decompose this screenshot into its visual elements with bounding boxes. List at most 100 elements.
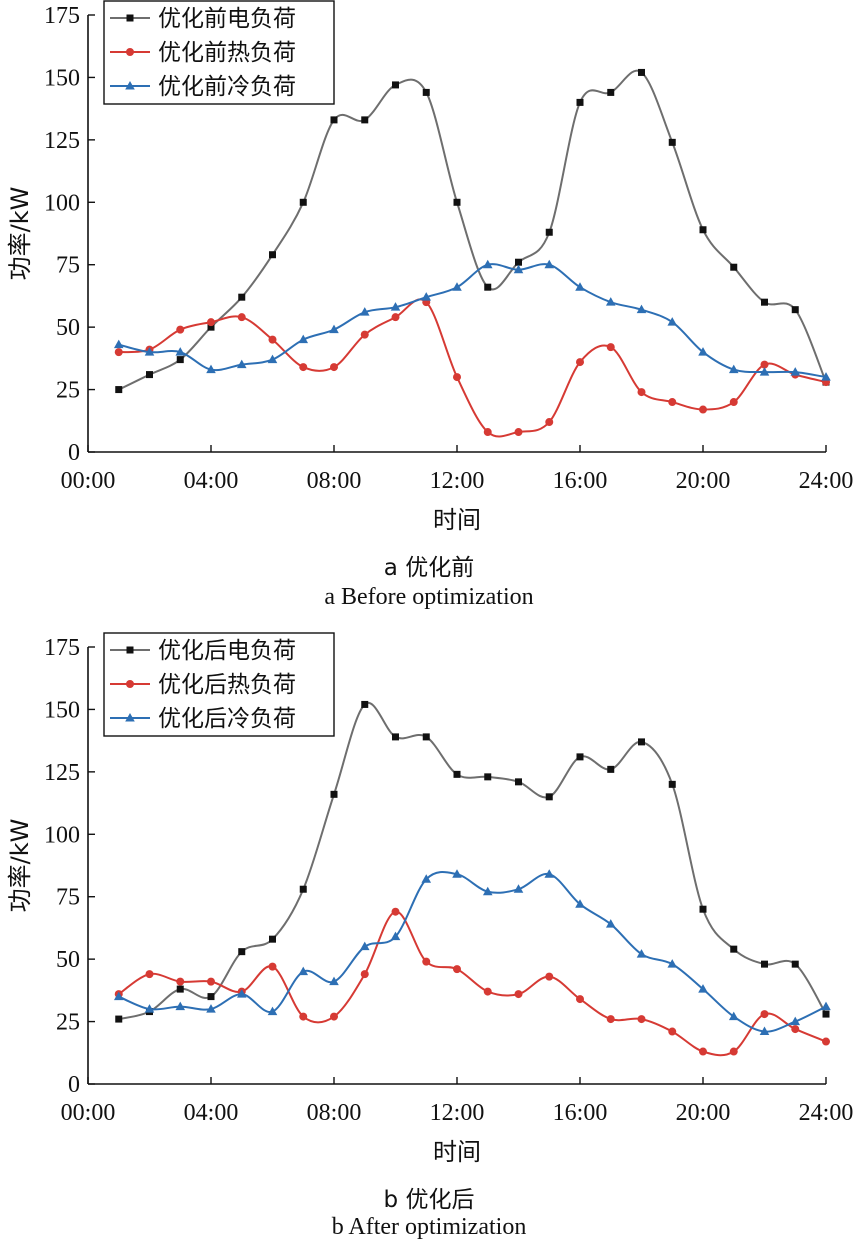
x-tick-label: 08:00	[307, 1100, 362, 1126]
chart-before: 0 25 50 75 100 125 150 175 00:00 04:00 08:00 12:00 1…	[6, 0, 854, 534]
data-point	[760, 360, 769, 369]
data-point	[113, 339, 124, 349]
data-point	[329, 976, 339, 986]
data-point	[298, 334, 309, 344]
data-point	[607, 765, 615, 773]
data-point	[761, 960, 768, 968]
data-point	[822, 1010, 830, 1018]
data-point	[144, 347, 155, 356]
data-point	[269, 935, 276, 943]
data-point	[638, 738, 645, 746]
data-point	[791, 960, 799, 968]
data-point	[269, 251, 276, 259]
data-point	[483, 987, 492, 996]
y-tick-label: 150	[44, 697, 80, 723]
data-point	[390, 931, 401, 941]
data-point	[330, 1012, 338, 1021]
data-point	[359, 941, 370, 951]
legend-label: 优化前热负荷	[158, 40, 296, 66]
legend-label: 优化后电负荷	[158, 638, 296, 664]
data-point	[113, 991, 124, 1001]
series-before-1	[115, 68, 830, 394]
legend-label: 优化后热负荷	[158, 672, 296, 698]
chart-panel-after: 0 25 50 75 100 125 150 175 00:00 04:00 08:00 12:00 1…	[0, 632, 858, 1249]
data-point	[330, 790, 338, 798]
data-point	[453, 373, 461, 382]
y-tick-label: 125	[44, 128, 80, 154]
data-point	[115, 1015, 123, 1023]
chart-panel-before: 0 25 50 75 100 125 150 175 00:00 04:00 08:00 12:00 1…	[0, 0, 858, 620]
data-point	[790, 367, 801, 376]
data-point	[668, 138, 676, 146]
caption-cn-before: a 优化前	[383, 555, 475, 581]
y-axis-title: 功率/kW	[6, 187, 34, 281]
data-point	[790, 1016, 801, 1026]
data-point	[730, 945, 738, 953]
x-tick-label: 00:00	[61, 468, 116, 494]
x-tick-label: 24:00	[799, 468, 854, 494]
legend-marker	[126, 14, 134, 22]
data-point	[267, 1006, 278, 1016]
series-line	[118, 871, 827, 1033]
y-tick-label: 125	[44, 760, 80, 786]
x-tick-label: 00:00	[61, 1100, 116, 1126]
x-tick-label: 20:00	[676, 468, 731, 494]
data-point	[298, 966, 309, 976]
data-point	[207, 977, 215, 986]
data-point	[360, 330, 369, 339]
data-point	[545, 418, 554, 427]
legend-label: 优化前冷负荷	[158, 74, 296, 100]
legend-marker	[125, 713, 135, 722]
data-point	[299, 1012, 308, 1021]
data-point	[452, 282, 462, 291]
data-point	[821, 1001, 831, 1011]
series-line	[118, 910, 827, 1057]
data-point	[299, 198, 307, 206]
data-point	[728, 364, 739, 374]
y-tick-label: 100	[44, 190, 80, 216]
series-after-3	[113, 869, 831, 1036]
data-point	[421, 292, 432, 301]
x-tick-label: 12:00	[430, 1100, 485, 1126]
data-point	[698, 984, 708, 993]
data-point	[636, 304, 647, 314]
caption-en-before: a Before optimization	[324, 584, 534, 610]
y-tick-label: 25	[56, 378, 80, 404]
data-point	[482, 259, 493, 269]
series-before-2	[114, 298, 830, 438]
data-point	[330, 363, 338, 372]
data-point	[607, 88, 615, 96]
data-point	[545, 972, 554, 981]
data-point	[207, 318, 215, 327]
data-point	[359, 307, 370, 316]
data-point	[576, 753, 584, 761]
data-point	[206, 1004, 216, 1013]
x-tick-label: 04:00	[184, 1100, 239, 1126]
data-point	[576, 995, 584, 1004]
data-point	[299, 885, 307, 893]
data-point	[421, 874, 432, 883]
data-point	[575, 899, 585, 908]
data-point	[452, 869, 462, 878]
data-point	[238, 293, 246, 301]
data-point	[729, 398, 738, 407]
data-point	[515, 258, 522, 266]
data-point	[730, 263, 738, 271]
data-point	[606, 1015, 615, 1024]
y-tick-label: 0	[68, 1072, 80, 1098]
series-line	[118, 701, 827, 1021]
x-tick-label: 24:00	[799, 1100, 854, 1126]
data-point	[821, 372, 831, 381]
y-tick-label: 150	[44, 65, 80, 91]
data-point	[545, 793, 553, 801]
data-point	[699, 1047, 707, 1056]
data-point	[699, 405, 707, 414]
y-tick-label: 50	[56, 947, 80, 973]
legend-label: 优化前电负荷	[158, 6, 296, 32]
data-point	[699, 226, 707, 234]
data-point	[453, 198, 461, 206]
data-point	[484, 773, 492, 781]
data-point	[236, 989, 247, 998]
data-point	[207, 323, 215, 331]
